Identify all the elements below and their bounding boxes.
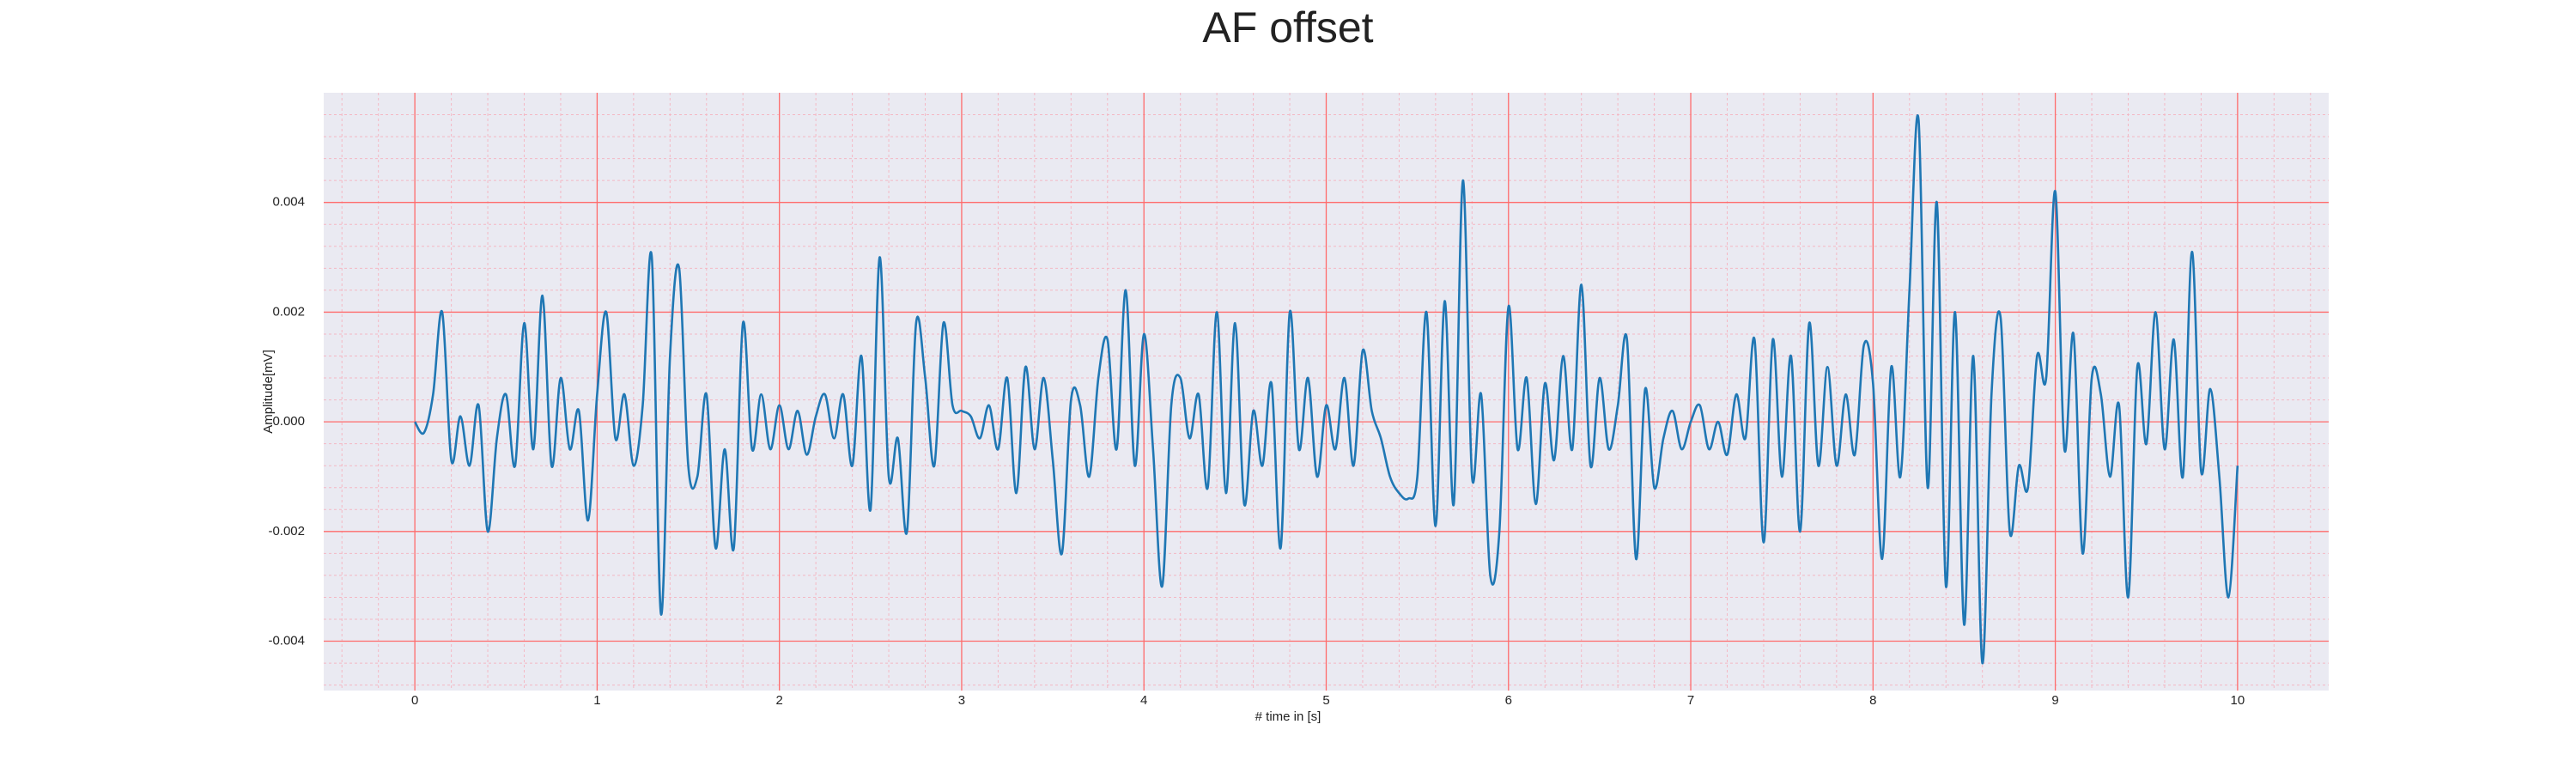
x-tick-label: 5 — [1322, 693, 1329, 708]
x-tick-label: 4 — [1140, 693, 1147, 708]
x-tick-label: 2 — [776, 693, 783, 708]
x-tick-label: 10 — [2231, 693, 2245, 708]
y-tick-label: -0.002 — [268, 524, 305, 539]
x-tick-label: 6 — [1505, 693, 1512, 708]
y-axis-label: Amplitude[mV] — [261, 350, 276, 434]
signal-line — [414, 114, 2239, 665]
x-tick-label: 0 — [411, 693, 418, 708]
chart-title: AF offset — [1202, 3, 1373, 52]
x-tick-label: 1 — [593, 693, 600, 708]
x-tick-label: 9 — [2051, 693, 2058, 708]
x-tick-label: 8 — [1869, 693, 1876, 708]
y-tick-label: 0.000 — [272, 414, 305, 429]
y-tick-label: -0.004 — [268, 634, 305, 648]
x-tick-label: 7 — [1687, 693, 1694, 708]
y-tick-label: 0.004 — [272, 195, 305, 210]
x-axis-label: # time in [s] — [1255, 709, 1321, 724]
y-tick-label: 0.002 — [272, 304, 305, 319]
x-tick-label: 3 — [958, 693, 965, 708]
